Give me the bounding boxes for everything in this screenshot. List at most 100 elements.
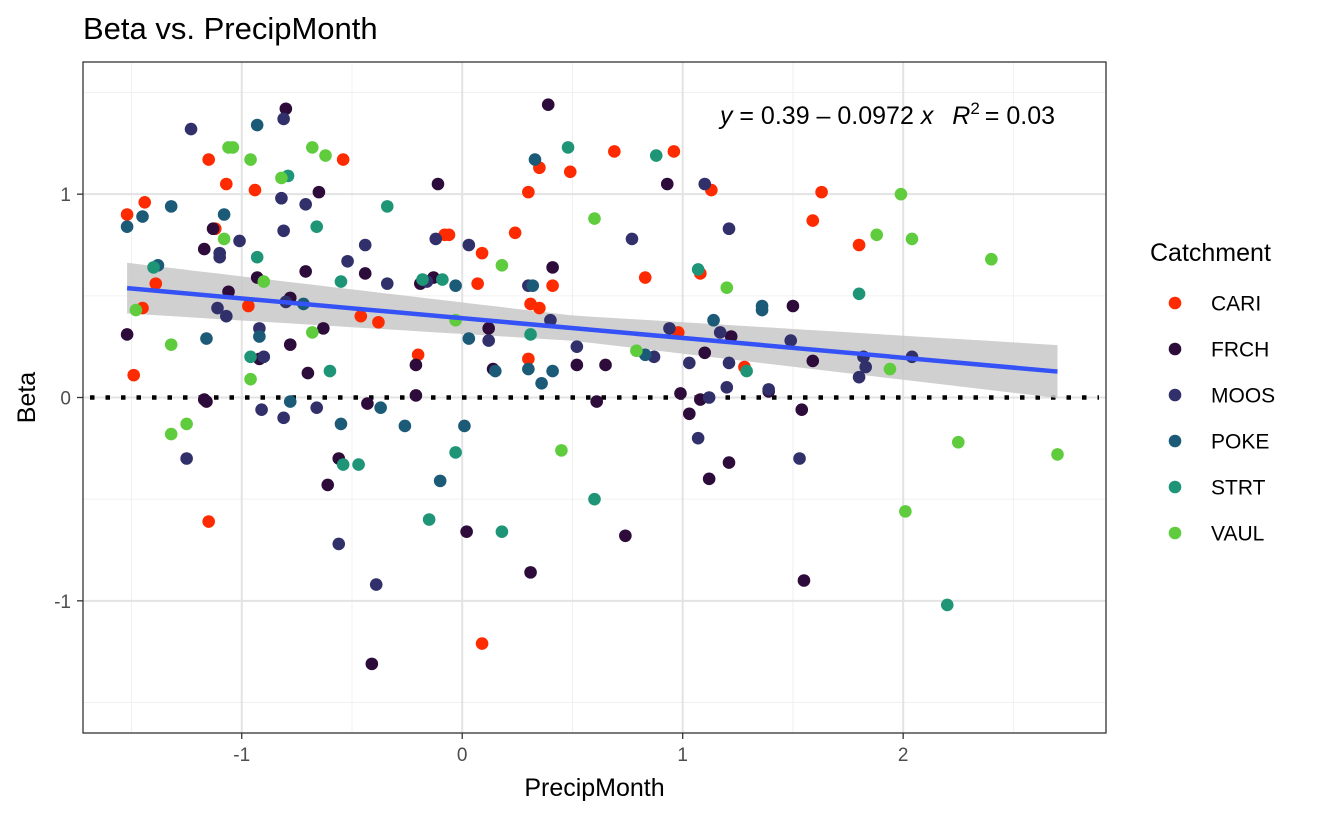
point-moos bbox=[255, 403, 268, 417]
x-axis-ticks: -1 0 1 2 bbox=[233, 733, 908, 766]
eq-r: R bbox=[952, 102, 970, 130]
point-cari bbox=[608, 145, 621, 158]
eq-body: = 0.39 – 0.0972 bbox=[739, 102, 913, 130]
point-vaul bbox=[129, 303, 143, 317]
point-moos bbox=[429, 232, 443, 246]
point-cari bbox=[471, 277, 484, 290]
point-moos bbox=[257, 350, 271, 364]
point-strt bbox=[250, 250, 264, 264]
point-strt bbox=[495, 525, 509, 538]
point-moos bbox=[482, 334, 495, 347]
point-strt bbox=[852, 287, 866, 301]
point-frch bbox=[619, 529, 632, 543]
point-poke bbox=[526, 279, 540, 292]
point-moos bbox=[713, 326, 727, 339]
point-cari bbox=[411, 348, 425, 362]
legend-key-cari bbox=[1168, 296, 1182, 310]
point-frch bbox=[321, 478, 335, 492]
point-strt bbox=[416, 273, 429, 286]
point-frch bbox=[317, 322, 330, 335]
legend: CARI FRCH MOOS POKE STRT VAUL bbox=[1168, 293, 1275, 546]
point-poke bbox=[374, 401, 387, 414]
point-poke bbox=[546, 364, 559, 378]
point-vaul bbox=[870, 228, 884, 242]
point-poke bbox=[253, 330, 266, 343]
point-strt bbox=[436, 273, 449, 286]
point-cari bbox=[120, 208, 134, 221]
legend-label-vaul: VAUL bbox=[1211, 523, 1264, 546]
point-frch bbox=[797, 574, 811, 587]
point-moos bbox=[852, 370, 866, 384]
point-strt bbox=[323, 364, 337, 378]
point-frch bbox=[365, 657, 379, 671]
point-strt bbox=[334, 275, 348, 288]
point-poke bbox=[398, 419, 412, 433]
point-cari bbox=[852, 238, 866, 252]
point-frch bbox=[660, 177, 674, 191]
point-poke bbox=[462, 332, 476, 345]
point-moos bbox=[213, 250, 226, 264]
point-strt bbox=[449, 446, 462, 459]
point-strt bbox=[691, 263, 705, 276]
point-vaul bbox=[883, 362, 897, 376]
point-vaul bbox=[164, 338, 178, 351]
fit-equation: y = 0.39 – 0.0972 x R2 = 0.03 bbox=[718, 99, 1055, 130]
point-moos bbox=[570, 340, 584, 353]
point-cari bbox=[806, 214, 820, 227]
point-poke bbox=[707, 313, 720, 327]
point-vaul bbox=[985, 252, 998, 266]
point-frch bbox=[299, 265, 312, 278]
point-strt bbox=[147, 261, 160, 274]
point-moos bbox=[369, 578, 383, 591]
point-frch bbox=[301, 366, 315, 380]
point-moos bbox=[462, 238, 476, 252]
legend-label-poke: POKE bbox=[1211, 431, 1269, 454]
point-cari bbox=[127, 368, 141, 382]
point-cari bbox=[667, 145, 681, 158]
point-frch bbox=[674, 387, 687, 400]
point-frch bbox=[283, 338, 297, 351]
point-poke bbox=[200, 332, 213, 345]
eq-r2: = 0.03 bbox=[985, 102, 1055, 130]
point-cari bbox=[138, 196, 152, 209]
point-moos bbox=[332, 537, 346, 551]
point-vaul bbox=[180, 417, 193, 431]
y-tick-label: 0 bbox=[60, 389, 71, 410]
point-vaul bbox=[305, 326, 319, 339]
point-frch bbox=[482, 322, 495, 335]
point-strt bbox=[524, 328, 537, 341]
point-cari bbox=[475, 246, 489, 260]
y-axis-title: Beta bbox=[13, 372, 41, 424]
point-moos bbox=[691, 431, 705, 445]
point-vaul bbox=[217, 232, 231, 246]
point-moos bbox=[784, 334, 798, 347]
legend-key-vaul bbox=[1168, 526, 1182, 540]
point-moos bbox=[683, 356, 696, 370]
x-tick-label: -1 bbox=[233, 745, 250, 766]
point-moos bbox=[762, 383, 775, 396]
point-cari bbox=[202, 153, 215, 166]
point-vaul bbox=[894, 187, 908, 201]
point-frch bbox=[200, 395, 213, 408]
point-strt bbox=[310, 220, 324, 233]
point-moos bbox=[793, 452, 806, 465]
point-cari bbox=[522, 352, 535, 366]
point-vaul bbox=[951, 435, 965, 449]
point-cari bbox=[475, 637, 489, 650]
point-strt bbox=[336, 458, 350, 471]
point-moos bbox=[663, 322, 676, 335]
point-vaul bbox=[720, 281, 734, 295]
point-strt bbox=[422, 513, 436, 526]
point-frch bbox=[724, 330, 738, 343]
point-vaul bbox=[555, 444, 568, 457]
chart-title: Beta vs. PrecipMonth bbox=[83, 11, 378, 46]
point-frch bbox=[361, 397, 374, 410]
point-moos bbox=[722, 222, 736, 236]
point-poke bbox=[164, 200, 178, 213]
point-frch bbox=[806, 354, 820, 368]
legend-label-frch: FRCH bbox=[1211, 339, 1269, 362]
point-cari bbox=[149, 277, 163, 290]
point-vaul bbox=[164, 427, 178, 441]
point-cari bbox=[638, 271, 652, 284]
point-frch bbox=[786, 299, 800, 313]
